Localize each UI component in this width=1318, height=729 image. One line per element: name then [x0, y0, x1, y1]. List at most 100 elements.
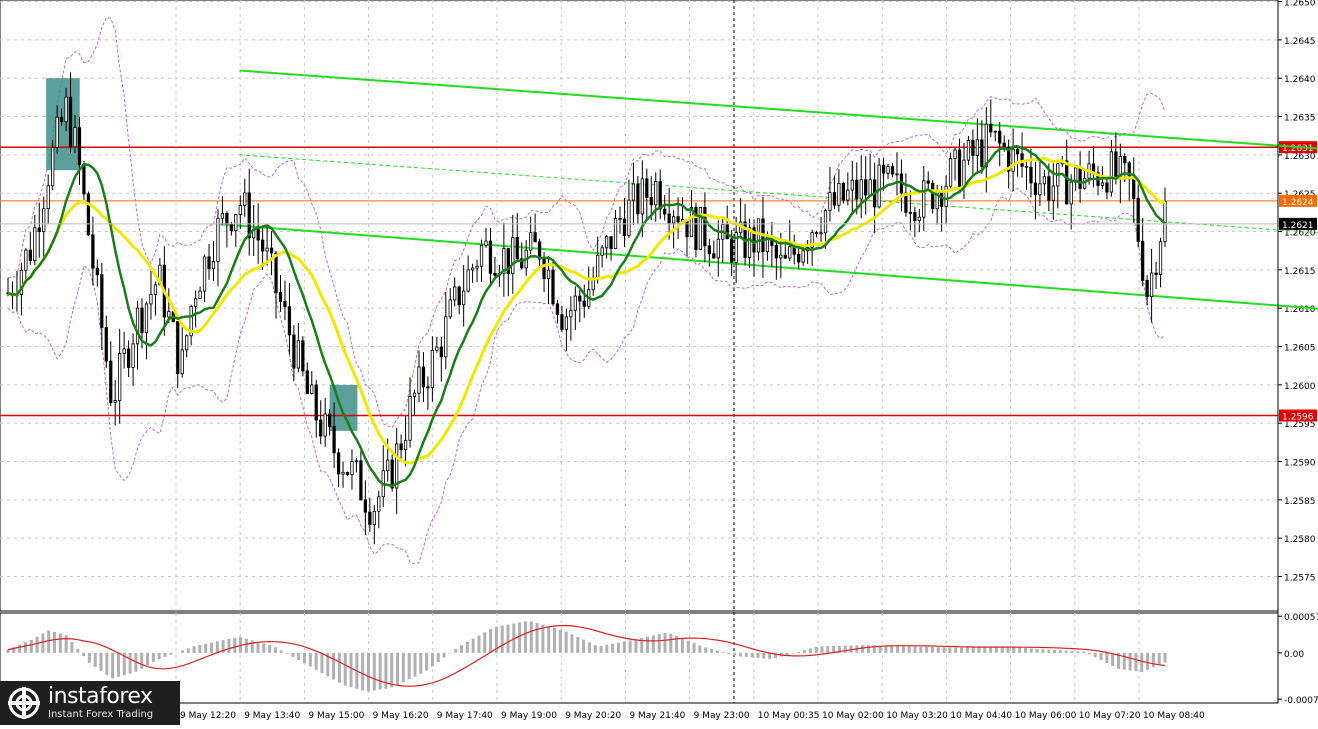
candle-body — [533, 232, 537, 243]
candle-body — [1078, 167, 1082, 189]
candle-body — [488, 240, 493, 274]
price-tick-label-7: 1.2615 — [1284, 267, 1316, 277]
price-tick-label-9: 1.2605 — [1284, 344, 1316, 354]
candle-body — [631, 183, 636, 201]
candle-body — [1047, 176, 1051, 201]
candle-body — [1002, 142, 1006, 148]
time-label-0: 9 May 12:20 — [180, 711, 236, 721]
candle-body — [345, 471, 350, 475]
candle-body — [922, 180, 926, 218]
candle-body — [783, 254, 787, 259]
candle-body — [135, 307, 140, 345]
candle-body — [569, 309, 573, 318]
candle-body — [1136, 198, 1140, 242]
candle-body — [350, 461, 354, 475]
candle-body — [37, 227, 41, 233]
candle-body — [1114, 151, 1118, 178]
candle-body — [46, 185, 50, 210]
candle-body — [989, 123, 993, 133]
price-tick-label-0: 1.2650 — [1284, 0, 1316, 9]
candle-body — [167, 311, 171, 318]
candle-body — [412, 392, 417, 397]
time-label-9: 10 May 00:35 — [758, 711, 820, 721]
candle-body — [1011, 148, 1015, 172]
candle-body — [1029, 166, 1033, 184]
candle-body — [613, 217, 618, 249]
candle-body — [667, 213, 671, 224]
candle-body — [537, 241, 542, 260]
candle-body — [797, 253, 801, 263]
candle-body — [180, 349, 184, 375]
candle-body — [59, 116, 64, 123]
candle-body — [354, 460, 359, 463]
candle-body — [788, 246, 792, 259]
candle-body — [122, 348, 126, 355]
candle-body — [980, 139, 984, 167]
candle-body — [1065, 160, 1069, 205]
candle-body — [649, 197, 653, 206]
candle-body — [131, 343, 135, 368]
price-tick-label-2: 1.2640 — [1284, 75, 1316, 85]
candle-body — [582, 300, 586, 307]
candle-body — [663, 208, 667, 215]
candle-body — [305, 370, 309, 394]
candle-body — [698, 207, 703, 250]
candle-body — [640, 178, 644, 215]
candle-body — [511, 237, 515, 275]
bollinger-lower-line — [7, 187, 1166, 565]
candle-body — [292, 334, 296, 369]
candle-body — [694, 207, 698, 250]
candle-body — [377, 496, 381, 512]
candle-body — [622, 218, 627, 236]
candle-body — [211, 261, 216, 270]
candle-body — [546, 269, 551, 280]
candle-body — [274, 252, 278, 293]
candle-body — [408, 396, 412, 441]
candle-body — [560, 314, 564, 330]
candle-body — [993, 130, 997, 133]
candle-body — [564, 316, 569, 330]
brand-logo: instaforex Instant Forex Trading — [0, 681, 180, 725]
candle-body — [104, 327, 108, 362]
candle-body — [636, 183, 640, 215]
candle-body — [1132, 176, 1136, 199]
candle-body — [430, 349, 435, 389]
time-label-4: 9 May 17:40 — [437, 711, 493, 721]
candle-body — [703, 207, 707, 247]
trendline-1 — [216, 222, 1318, 310]
candle-body — [220, 212, 225, 219]
candle-body — [654, 181, 658, 206]
candle-body — [403, 439, 408, 451]
candle-body — [984, 123, 988, 167]
candle-body — [1038, 183, 1042, 196]
candle-body — [238, 205, 242, 216]
candle-body — [832, 192, 837, 206]
candle-body — [493, 273, 497, 276]
candle-body — [368, 511, 372, 525]
oscillator-pane — [0, 612, 1279, 704]
candle-body — [828, 192, 832, 212]
bollinger-upper-line — [7, 17, 1166, 429]
candle-body — [202, 256, 207, 292]
time-label-10: 10 May 02:00 — [822, 711, 884, 721]
price-tick-label-3: 1.2635 — [1284, 114, 1316, 124]
candle-body — [323, 413, 327, 437]
candle-body — [55, 116, 59, 148]
candle-body — [908, 211, 912, 214]
candle-body — [627, 199, 631, 236]
candle-body — [596, 254, 600, 279]
candle-body — [140, 307, 144, 334]
candle-body — [756, 218, 761, 253]
current-price-label: 1.2621 — [1282, 221, 1314, 231]
time-label-1: 9 May 13:40 — [244, 711, 300, 721]
candle-body — [207, 256, 211, 270]
candle-body — [189, 306, 193, 337]
candle-body — [73, 127, 77, 148]
candle-body — [814, 232, 819, 234]
candle-body — [931, 182, 935, 210]
candle-body — [82, 164, 86, 195]
candle-body — [153, 284, 158, 295]
candle-body — [118, 353, 122, 401]
price-tick-label-15: 1.2575 — [1284, 574, 1316, 584]
candle-body — [1069, 181, 1073, 205]
